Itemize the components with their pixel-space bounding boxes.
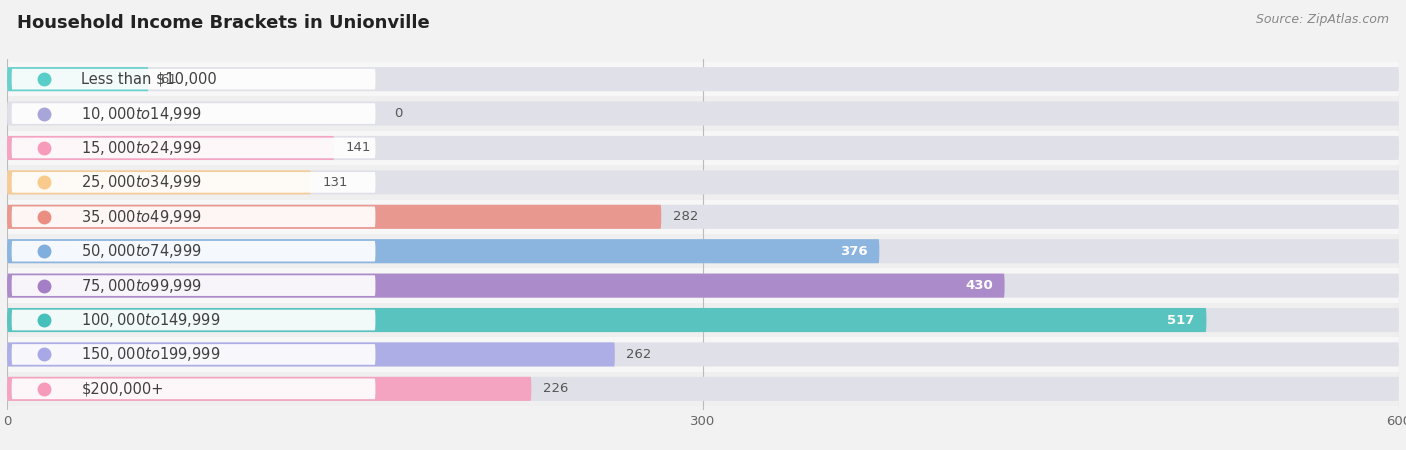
Text: $50,000 to $74,999: $50,000 to $74,999 xyxy=(82,242,202,260)
FancyBboxPatch shape xyxy=(11,172,375,193)
FancyBboxPatch shape xyxy=(7,136,1399,160)
Bar xyxy=(7,62,1399,96)
Text: $15,000 to $24,999: $15,000 to $24,999 xyxy=(82,139,202,157)
Bar xyxy=(7,372,1399,406)
FancyBboxPatch shape xyxy=(11,138,375,158)
FancyBboxPatch shape xyxy=(7,102,1399,126)
FancyBboxPatch shape xyxy=(7,205,1399,229)
FancyBboxPatch shape xyxy=(7,377,1399,401)
Text: $100,000 to $149,999: $100,000 to $149,999 xyxy=(82,311,221,329)
Text: 131: 131 xyxy=(322,176,349,189)
Text: 141: 141 xyxy=(346,141,371,154)
Text: 517: 517 xyxy=(1167,314,1195,327)
Text: 0: 0 xyxy=(394,107,402,120)
Text: 262: 262 xyxy=(627,348,652,361)
FancyBboxPatch shape xyxy=(7,67,1399,91)
FancyBboxPatch shape xyxy=(11,275,375,296)
Bar xyxy=(7,165,1399,200)
FancyBboxPatch shape xyxy=(11,344,375,365)
Text: $75,000 to $99,999: $75,000 to $99,999 xyxy=(82,277,202,295)
Text: $35,000 to $49,999: $35,000 to $49,999 xyxy=(82,208,202,226)
Text: $25,000 to $34,999: $25,000 to $34,999 xyxy=(82,173,202,191)
FancyBboxPatch shape xyxy=(11,241,375,261)
Bar xyxy=(7,303,1399,337)
Bar xyxy=(7,268,1399,303)
Bar xyxy=(7,200,1399,234)
FancyBboxPatch shape xyxy=(7,308,1399,332)
FancyBboxPatch shape xyxy=(7,171,311,194)
FancyBboxPatch shape xyxy=(11,207,375,227)
Text: $150,000 to $199,999: $150,000 to $199,999 xyxy=(82,346,221,364)
Text: 61: 61 xyxy=(160,72,177,86)
FancyBboxPatch shape xyxy=(7,205,661,229)
FancyBboxPatch shape xyxy=(7,342,614,366)
FancyBboxPatch shape xyxy=(11,378,375,399)
Text: Source: ZipAtlas.com: Source: ZipAtlas.com xyxy=(1256,14,1389,27)
FancyBboxPatch shape xyxy=(7,342,1399,366)
Text: Household Income Brackets in Unionville: Household Income Brackets in Unionville xyxy=(17,14,430,32)
Bar xyxy=(7,96,1399,131)
FancyBboxPatch shape xyxy=(7,377,531,401)
Text: 376: 376 xyxy=(841,245,868,258)
Text: $10,000 to $14,999: $10,000 to $14,999 xyxy=(82,104,202,122)
FancyBboxPatch shape xyxy=(7,239,879,263)
Text: $200,000+: $200,000+ xyxy=(82,381,163,396)
Bar xyxy=(7,234,1399,268)
FancyBboxPatch shape xyxy=(7,274,1399,297)
FancyBboxPatch shape xyxy=(7,274,1004,297)
FancyBboxPatch shape xyxy=(11,69,375,90)
FancyBboxPatch shape xyxy=(7,308,1206,332)
Text: 430: 430 xyxy=(966,279,993,292)
FancyBboxPatch shape xyxy=(11,310,375,330)
Bar xyxy=(7,337,1399,372)
FancyBboxPatch shape xyxy=(7,136,335,160)
FancyBboxPatch shape xyxy=(7,171,1399,194)
Text: Less than $10,000: Less than $10,000 xyxy=(82,72,217,87)
Text: 282: 282 xyxy=(673,210,699,223)
Text: 226: 226 xyxy=(543,382,568,396)
Bar xyxy=(7,131,1399,165)
FancyBboxPatch shape xyxy=(7,67,149,91)
FancyBboxPatch shape xyxy=(11,103,375,124)
FancyBboxPatch shape xyxy=(7,239,1399,263)
